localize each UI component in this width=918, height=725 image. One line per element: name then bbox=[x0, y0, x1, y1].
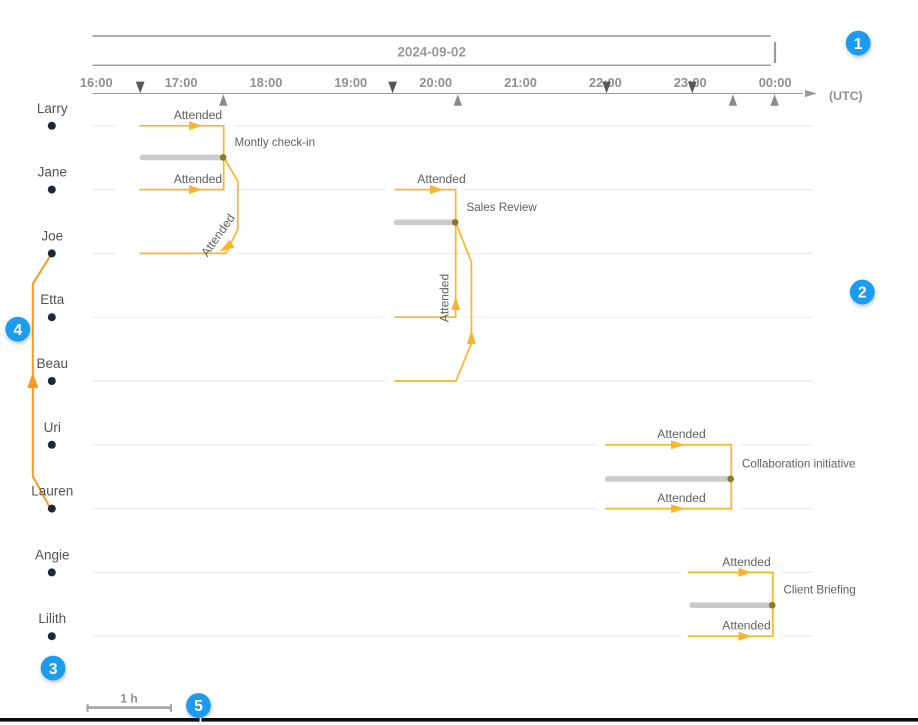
svg-text:21:00: 21:00 bbox=[504, 75, 537, 90]
svg-text:Attended: Attended bbox=[657, 427, 705, 441]
svg-text:19:00: 19:00 bbox=[334, 75, 367, 90]
svg-text:Attended: Attended bbox=[437, 274, 451, 322]
svg-text:16:00: 16:00 bbox=[80, 75, 113, 90]
svg-text:00:00: 00:00 bbox=[759, 75, 792, 90]
svg-text:4: 4 bbox=[13, 322, 22, 339]
svg-text:Attended: Attended bbox=[722, 619, 770, 633]
svg-text:1: 1 bbox=[854, 36, 863, 53]
svg-text:Larry: Larry bbox=[37, 101, 68, 116]
svg-text:Sales Review: Sales Review bbox=[467, 201, 538, 214]
svg-text:17:00: 17:00 bbox=[165, 75, 198, 90]
svg-text:5: 5 bbox=[194, 698, 203, 715]
svg-text:1 h: 1 h bbox=[120, 691, 137, 705]
svg-text:Attended: Attended bbox=[417, 172, 465, 186]
svg-text:Attended: Attended bbox=[657, 491, 705, 505]
svg-text:3: 3 bbox=[49, 661, 58, 678]
svg-text:Attended: Attended bbox=[722, 555, 770, 569]
svg-text:18:00: 18:00 bbox=[250, 75, 283, 90]
svg-text:Jane: Jane bbox=[38, 165, 67, 180]
svg-text:Attended: Attended bbox=[174, 172, 222, 186]
svg-text:Joe: Joe bbox=[41, 228, 63, 243]
svg-text:Beau: Beau bbox=[37, 356, 69, 371]
svg-text:Client Briefing: Client Briefing bbox=[784, 584, 856, 597]
svg-text:20:00: 20:00 bbox=[419, 75, 452, 90]
svg-text:(UTC): (UTC) bbox=[829, 89, 863, 103]
svg-text:Montly check-in: Montly check-in bbox=[235, 136, 316, 149]
svg-text:Collaboration initiative: Collaboration initiative bbox=[742, 457, 855, 470]
svg-text:2024-09-02: 2024-09-02 bbox=[397, 45, 466, 60]
svg-text:Uri: Uri bbox=[44, 420, 61, 435]
svg-text:Angie: Angie bbox=[35, 547, 70, 562]
svg-text:2: 2 bbox=[858, 285, 867, 302]
svg-text:Lilith: Lilith bbox=[38, 611, 66, 626]
svg-text:Lauren: Lauren bbox=[31, 484, 73, 499]
svg-text:Etta: Etta bbox=[40, 292, 65, 307]
svg-text:Attended: Attended bbox=[174, 108, 222, 122]
